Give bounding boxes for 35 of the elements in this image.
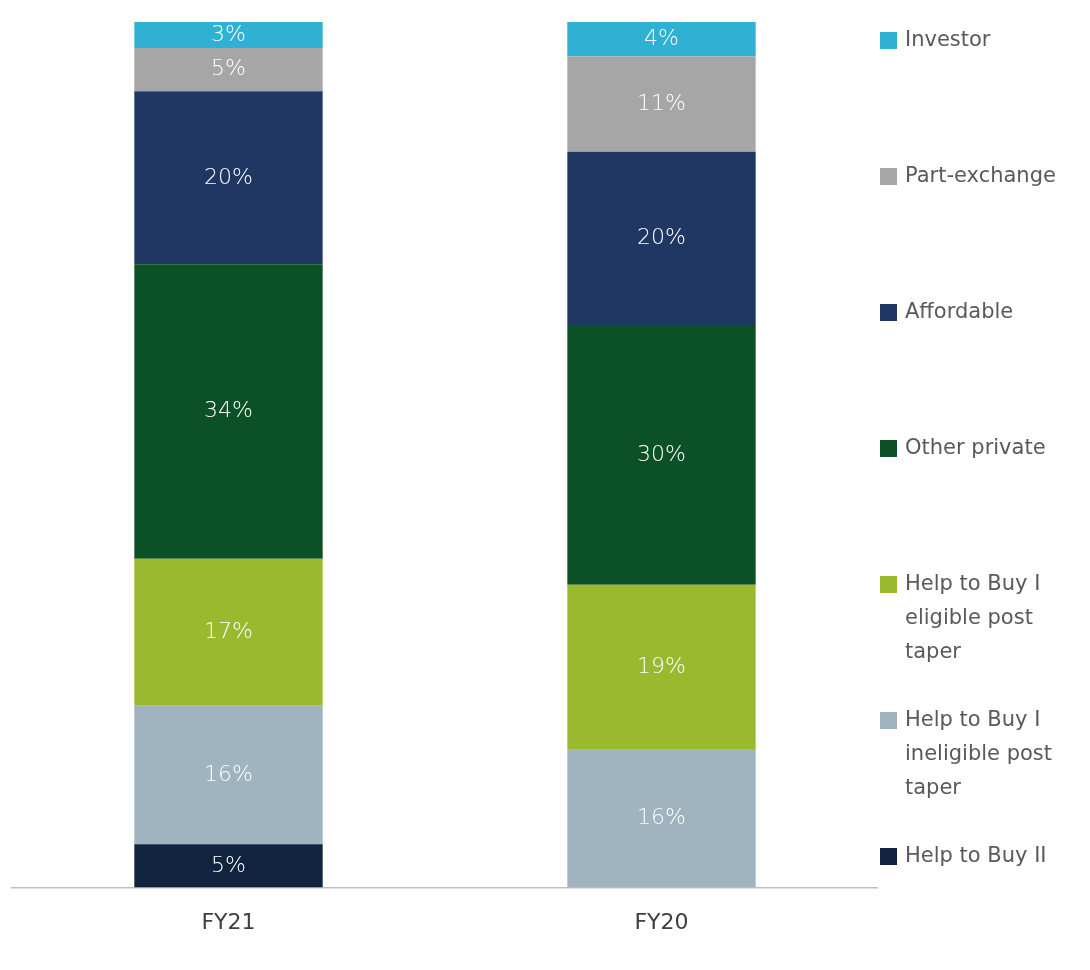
- bar: [134, 22, 323, 48]
- data-label: 5%: [211, 851, 246, 877]
- data-label: 30%: [637, 440, 686, 466]
- bar: [567, 584, 756, 750]
- x-tick-label: FY21: [201, 908, 256, 934]
- data-label: 4%: [644, 25, 679, 51]
- bar: [134, 705, 323, 845]
- data-label: 16%: [204, 760, 253, 786]
- data-label: 20%: [637, 224, 686, 250]
- legend-label: Other private: [905, 434, 1046, 461]
- bar: [567, 56, 756, 152]
- bar: [134, 91, 323, 265]
- data-label: 19%: [637, 652, 686, 678]
- bar: [134, 558, 323, 706]
- legend-label: Help to Buy II: [905, 842, 1047, 869]
- data-label: 3%: [211, 20, 246, 46]
- data-label: 11%: [637, 89, 686, 115]
- data-label: 20%: [204, 163, 253, 189]
- data-label: 34%: [204, 397, 253, 423]
- bar: [134, 47, 323, 92]
- legend-label: Affordable: [905, 298, 1014, 325]
- legend-label: Part-exchange: [905, 162, 1056, 189]
- legend-label: Help to Buy I ineligible post taper: [905, 706, 1053, 801]
- bar: [567, 151, 756, 325]
- data-label: 16%: [637, 804, 686, 830]
- bar: [134, 264, 323, 559]
- x-tick-label: FY20: [634, 908, 689, 934]
- bar: [134, 844, 323, 888]
- bar: [567, 749, 756, 888]
- bar: [567, 324, 756, 585]
- data-label: 17%: [204, 617, 253, 643]
- data-label: 5%: [211, 55, 246, 81]
- bar: [567, 22, 756, 57]
- legend-label: Investor: [905, 26, 991, 53]
- legend-label: Help to Buy I eligible post taper: [905, 570, 1042, 665]
